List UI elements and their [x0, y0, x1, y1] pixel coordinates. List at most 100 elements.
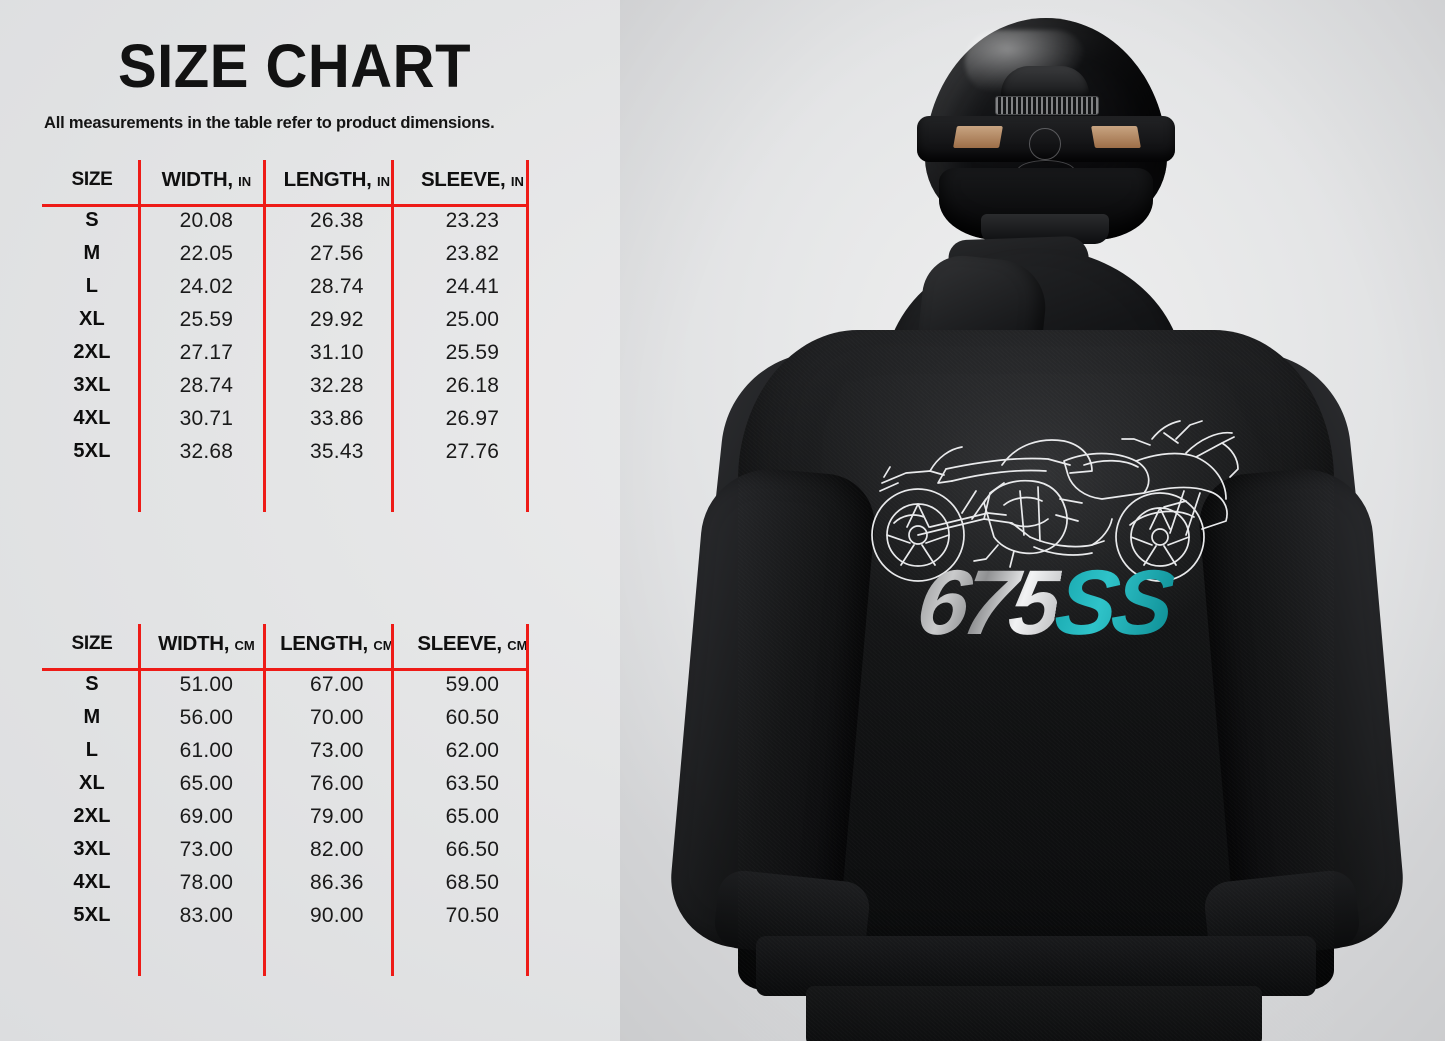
table-header-rule: [42, 668, 528, 671]
table-row: XL 25.59 29.92 25.00: [42, 303, 542, 336]
cell-size: S: [85, 673, 99, 695]
col-header-length-unit: CM: [373, 638, 394, 653]
cell-sleeve: 68.50: [445, 870, 500, 894]
cell-width: 30.71: [179, 406, 234, 430]
table-row: M 56.00 70.00 60.50: [42, 701, 542, 734]
cell-length: 82.00: [310, 837, 364, 861]
cell-sleeve: 62.00: [445, 738, 500, 762]
col-header-size: SIZE: [71, 633, 113, 654]
cell-width: 56.00: [179, 705, 234, 729]
table-header-rule: [42, 204, 528, 207]
size-chart-panel: SIZE CHART All measurements in the table…: [0, 0, 620, 1041]
cell-size: M: [83, 706, 101, 728]
table-divider-2: [263, 624, 267, 976]
col-header-width-label: WIDTH,: [158, 632, 230, 655]
motorcycle-helmet-icon: [917, 18, 1175, 268]
table-row: M 22.05 27.56 23.82: [42, 237, 542, 270]
cell-length: 31.10: [310, 340, 364, 364]
table-row: S 51.00 67.00 59.00: [42, 668, 542, 701]
cell-length: 70.00: [310, 705, 364, 729]
col-header-sleeve-unit: IN: [510, 174, 524, 189]
table-divider-3: [391, 624, 395, 976]
helmet-reflector-left: [953, 126, 1003, 148]
cell-length: 32.28: [310, 373, 364, 397]
table-divider-4: [526, 624, 530, 976]
table-divider-1: [138, 160, 142, 512]
table-row: XL 65.00 76.00 63.50: [42, 767, 542, 800]
cell-length: 29.92: [310, 307, 364, 331]
table-row: 3XL 28.74 32.28 26.18: [42, 369, 542, 402]
cell-size: 3XL: [73, 838, 111, 860]
table-row: 2XL 69.00 79.00 65.00: [42, 800, 542, 833]
helmet-badge-icon: [1029, 128, 1061, 160]
print-logo-suffix: SS: [1048, 552, 1178, 654]
cell-sleeve: 66.50: [445, 837, 500, 861]
table-row: L 61.00 73.00 62.00: [42, 734, 542, 767]
helmet-vent: [1001, 66, 1089, 100]
cell-length: 27.56: [310, 241, 364, 265]
cell-length: 76.00: [310, 771, 364, 795]
col-header-sleeve: SLEEVE, IN: [403, 158, 542, 204]
cell-length: 67.00: [310, 672, 364, 696]
col-header-width: WIDTH, IN: [142, 158, 271, 204]
cell-width: 65.00: [179, 771, 234, 795]
size-table-centimeters: SIZE WIDTH, CM LENGTH, CM SLEEVE, CM S 51…: [42, 622, 542, 976]
product-photo: 675SS: [620, 0, 1445, 1041]
size-table-inches: SIZE WIDTH, IN LENGTH, IN SLEEVE, IN S 20…: [42, 158, 542, 512]
cell-width: 61.00: [179, 738, 234, 762]
cell-size: XL: [79, 308, 105, 330]
cell-sleeve: 63.50: [445, 771, 500, 795]
col-header-width: WIDTH, CM: [142, 622, 271, 668]
page-subtitle: All measurements in the table refer to p…: [44, 114, 495, 132]
cell-width: 73.00: [179, 837, 234, 861]
col-header-sleeve-label: SLEEVE,: [420, 168, 506, 191]
cell-width: 20.08: [179, 208, 234, 232]
cell-width: 28.74: [179, 373, 234, 397]
col-header-width-label: WIDTH,: [161, 168, 233, 191]
trousers: [806, 986, 1262, 1041]
cell-sleeve: 26.97: [445, 406, 500, 430]
cell-length: 35.43: [310, 439, 364, 463]
col-header-length: LENGTH, CM: [271, 622, 403, 668]
cell-size: 4XL: [73, 871, 111, 893]
cell-width: 32.68: [179, 439, 234, 463]
table-header-row: SIZE WIDTH, CM LENGTH, CM SLEEVE, CM: [42, 622, 542, 668]
table-divider-3: [391, 160, 395, 512]
cell-size: 5XL: [73, 904, 111, 926]
cell-width: 24.02: [179, 274, 234, 298]
helmet-reflector-right: [1091, 126, 1141, 148]
cell-length: 86.36: [310, 870, 364, 894]
cell-width: 78.00: [179, 870, 234, 894]
col-header-length-label: LENGTH,: [280, 632, 368, 655]
cell-length: 73.00: [310, 738, 364, 762]
table-row: 3XL 73.00 82.00 66.50: [42, 833, 542, 866]
cell-size: 2XL: [73, 341, 111, 363]
cell-sleeve: 70.50: [445, 903, 500, 927]
col-header-sleeve-label: SLEEVE,: [417, 632, 502, 655]
cell-width: 83.00: [179, 903, 234, 927]
page-title: SIZE CHART: [118, 31, 471, 101]
cell-size: 3XL: [73, 374, 111, 396]
print-logo: 675SS: [826, 552, 1261, 654]
cell-sleeve: 60.50: [445, 705, 500, 729]
cell-length: 79.00: [310, 804, 364, 828]
cell-size: 2XL: [73, 805, 111, 827]
cell-sleeve: 25.00: [445, 307, 500, 331]
col-header-length: LENGTH, IN: [271, 158, 403, 204]
table-row: 4XL 78.00 86.36 68.50: [42, 866, 542, 899]
cell-length: 26.38: [310, 208, 364, 232]
cell-width: 51.00: [179, 672, 234, 696]
cell-sleeve: 27.76: [445, 439, 500, 463]
cell-sleeve: 59.00: [445, 672, 500, 696]
cell-sleeve: 24.41: [445, 274, 500, 298]
table-row: 5XL 83.00 90.00 70.50: [42, 899, 542, 932]
cell-size: S: [85, 209, 99, 231]
table-row: L 24.02 28.74 24.41: [42, 270, 542, 303]
cell-sleeve: 25.59: [445, 340, 500, 364]
cell-length: 33.86: [310, 406, 364, 430]
cell-size: XL: [79, 772, 105, 794]
col-header-sleeve-unit: CM: [507, 638, 528, 653]
col-header-width-unit: IN: [238, 174, 252, 189]
table-divider-4: [526, 160, 530, 512]
